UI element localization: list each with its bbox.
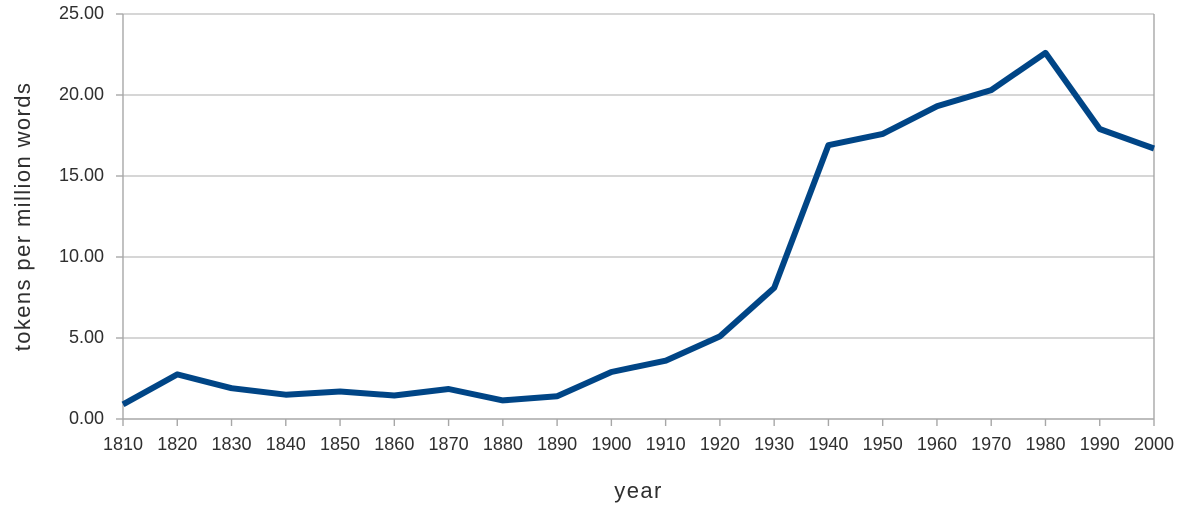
- y-axis-title: tokens per million words: [10, 82, 35, 352]
- x-tick-label: 1920: [700, 434, 740, 454]
- x-axis-title: year: [614, 478, 662, 503]
- x-tick-label: 1970: [971, 434, 1011, 454]
- gridlines: [123, 13, 1154, 339]
- y-tick-label: 15.00: [59, 165, 104, 185]
- axes: [116, 13, 1155, 426]
- x-tick-label: 1890: [537, 434, 577, 454]
- series-line: [121, 49, 1156, 408]
- y-tick-label: 20.00: [59, 84, 104, 104]
- x-tick-label: 1940: [808, 434, 848, 454]
- y-tick-label: 5.00: [69, 327, 104, 347]
- x-tick-label: 1960: [917, 434, 957, 454]
- y-tick-label: 0.00: [69, 408, 104, 428]
- x-tick-label: 1990: [1080, 434, 1120, 454]
- y-tick-label: 25.00: [59, 3, 104, 23]
- x-tick-label: 1820: [157, 434, 197, 454]
- x-tick-label: 1810: [103, 434, 143, 454]
- x-tick-label: 2000: [1134, 434, 1174, 454]
- x-tick-label: 1870: [429, 434, 469, 454]
- x-tick-label: 1880: [483, 434, 523, 454]
- x-tick-label: 1830: [212, 434, 252, 454]
- x-tick-label: 1980: [1025, 434, 1065, 454]
- x-tick-label: 1860: [374, 434, 414, 454]
- tick-labels: 0.00 5.00 10.00 15.00 20.00 25.00 1810 1820 1830…: [59, 3, 1174, 454]
- x-tick-label: 1950: [863, 434, 903, 454]
- x-tick-label: 1910: [646, 434, 686, 454]
- y-tick-label: 10.00: [59, 246, 104, 266]
- x-tick-label: 1840: [266, 434, 306, 454]
- x-tick-label: 1930: [754, 434, 794, 454]
- x-tick-label: 1900: [591, 434, 631, 454]
- series-layer: [121, 49, 1156, 408]
- x-tick-label: 1850: [320, 434, 360, 454]
